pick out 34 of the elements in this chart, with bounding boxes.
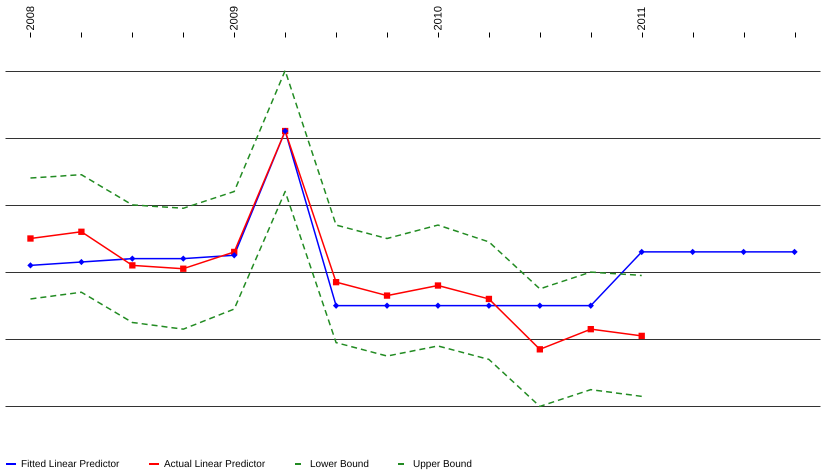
point xyxy=(384,302,390,309)
x-tick-label: 2008 xyxy=(24,6,37,30)
point xyxy=(486,296,492,302)
legend-label: Actual Linear Predictor xyxy=(164,459,266,470)
point xyxy=(791,248,798,256)
point xyxy=(180,255,186,262)
point xyxy=(332,302,340,309)
point xyxy=(384,292,390,299)
point xyxy=(588,326,594,332)
point xyxy=(434,282,442,289)
point xyxy=(129,262,136,269)
legend-label: Fitted Linear Predictor xyxy=(21,459,120,470)
point xyxy=(78,258,85,266)
point xyxy=(536,302,544,309)
point xyxy=(129,255,136,262)
point xyxy=(486,302,492,309)
point xyxy=(588,302,594,309)
point xyxy=(78,228,85,235)
legend-label: Upper Bound xyxy=(413,459,472,470)
point xyxy=(689,248,696,256)
point xyxy=(638,332,645,340)
point xyxy=(434,302,442,309)
x-tick-label: 2009 xyxy=(228,6,241,30)
x-tick-label: 2010 xyxy=(432,6,444,30)
legend-label: Lower Bound xyxy=(310,459,369,470)
x-tick-label: 2011 xyxy=(636,6,648,30)
point xyxy=(27,235,34,242)
point xyxy=(638,248,645,256)
point xyxy=(536,346,544,352)
point xyxy=(27,262,34,269)
point xyxy=(180,266,186,272)
point xyxy=(231,252,238,258)
point xyxy=(332,278,340,286)
point xyxy=(740,248,747,256)
